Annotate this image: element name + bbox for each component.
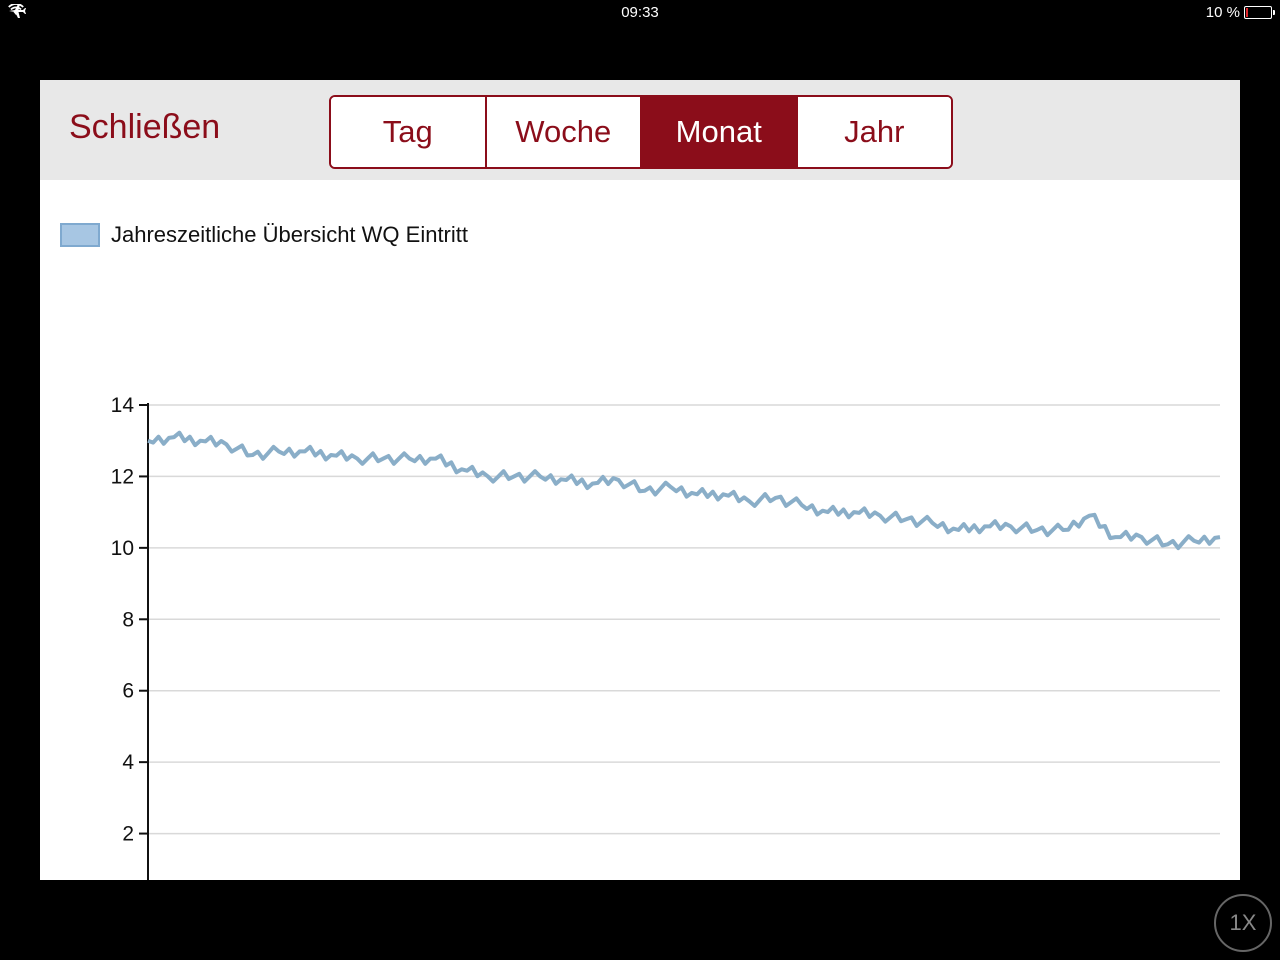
close-button[interactable]: Schließen <box>69 108 221 146</box>
battery-text: 10 % <box>1205 4 1240 21</box>
period-segmented-control: Tag Woche Monat Jahr <box>329 95 953 169</box>
legend-swatch <box>60 223 100 247</box>
y-tick-label: 10 <box>111 537 134 560</box>
segment-jahr[interactable]: Jahr <box>797 97 951 167</box>
chart-area: 024681012142016.12.042016.12.112016.12.1… <box>40 180 1240 880</box>
y-tick-label: 14 <box>111 394 135 417</box>
chart-panel: Schließen Tag Woche Monat Jahr 024681012… <box>40 80 1240 880</box>
status-time: 09:33 <box>621 4 659 21</box>
y-tick-label: 4 <box>122 751 134 774</box>
battery-icon <box>1244 6 1275 19</box>
y-tick-label: 2 <box>122 823 134 846</box>
speed-badge[interactable]: 1X <box>1214 894 1272 952</box>
y-tick-label: 8 <box>122 608 134 631</box>
y-tick-label: 6 <box>122 680 134 703</box>
line-chart: 024681012142016.12.042016.12.112016.12.1… <box>111 394 1221 880</box>
legend-label: Jahreszeitliche Übersicht WQ Eintritt <box>111 222 468 247</box>
series-line <box>147 430 1221 551</box>
battery-status: 10 % <box>1205 4 1275 21</box>
status-bar: 09:33 10 % <box>0 0 1280 26</box>
chart-legend[interactable]: Jahreszeitliche Übersicht WQ Eintritt <box>60 222 468 248</box>
toolbar: Schließen Tag Woche Monat Jahr <box>40 80 1240 180</box>
segment-monat[interactable]: Monat <box>642 97 798 167</box>
segment-tag[interactable]: Tag <box>331 97 487 167</box>
y-tick-label: 12 <box>111 465 134 488</box>
segment-woche[interactable]: Woche <box>486 97 642 167</box>
